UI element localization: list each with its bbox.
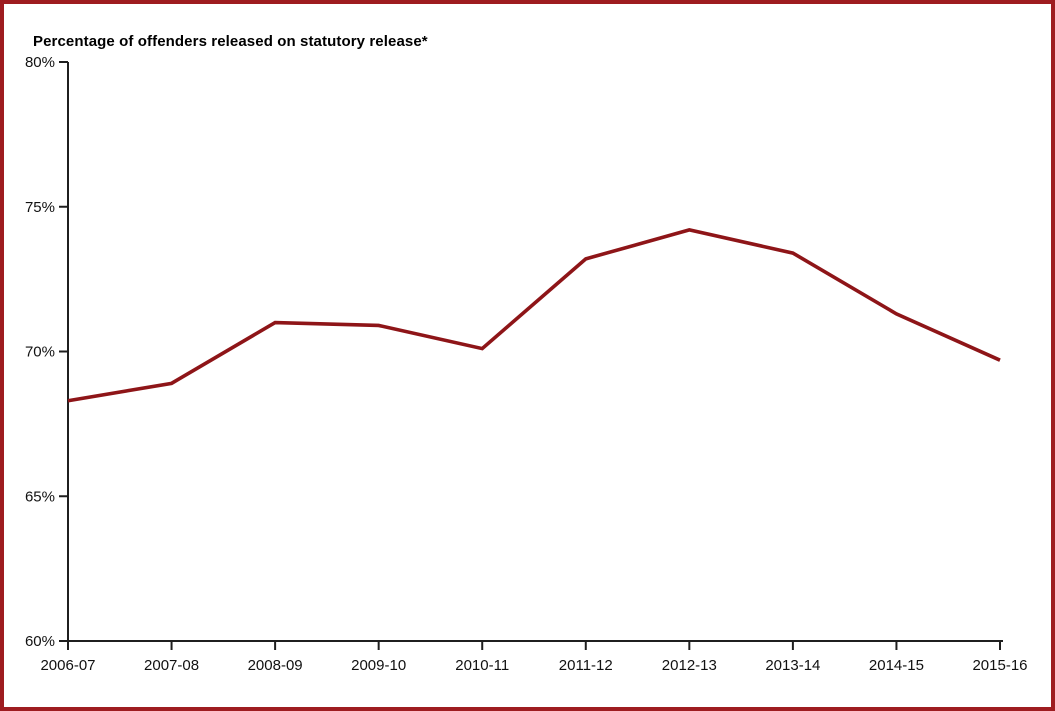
y-tick-label: 80% [25, 54, 55, 71]
x-tick-label: 2007-08 [144, 657, 199, 674]
x-tick-label: 2008-09 [248, 657, 303, 674]
data-line [67, 228, 1001, 403]
y-tick-label: 75% [25, 199, 55, 216]
x-tick-label: 2011-12 [559, 657, 613, 674]
line-chart-canvas: 60% 65% 70% 75% 80% 2006-07 2007-08 2008-09 2009… [25, 54, 1028, 674]
x-tick-label: 2012-13 [662, 657, 717, 674]
x-tick-label: 2013-14 [765, 657, 820, 674]
y-tick-label: 70% [25, 344, 55, 361]
x-tick-label: 2006-07 [40, 657, 95, 674]
x-tick-label: 2009-10 [351, 657, 406, 674]
x-tick-label: 2010-11 [455, 657, 509, 674]
x-tick-label: 2015-16 [972, 657, 1027, 674]
x-tick-label: 2014-15 [869, 657, 924, 674]
chart-title: Percentage of offenders released on stat… [33, 33, 428, 50]
y-tick-label: 60% [25, 633, 55, 650]
y-tick-label: 65% [25, 488, 55, 505]
